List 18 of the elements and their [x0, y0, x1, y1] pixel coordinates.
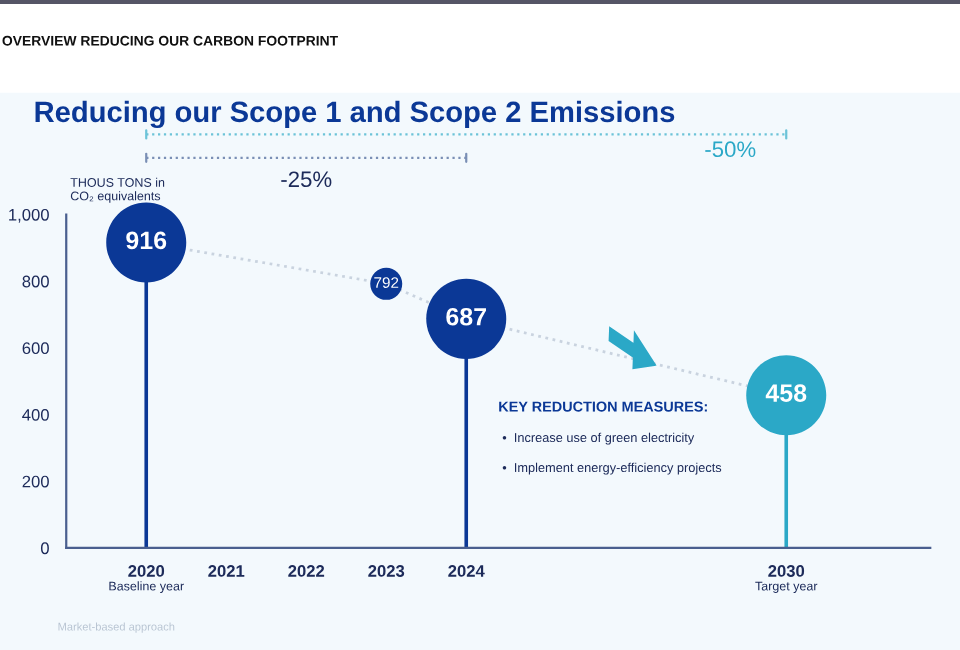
y-tick-label: 600 [22, 342, 49, 355]
x-tick-label: 2022 [288, 565, 325, 577]
y-tick-label: 0 [40, 542, 49, 555]
x-tick-label: 2023 [368, 565, 405, 577]
y-tick-label: 1,000 [9, 208, 49, 223]
x-tick-label: 2021 [208, 565, 245, 577]
y-tick-label: 400 [22, 408, 49, 421]
data-label: 916 [126, 231, 167, 250]
chart-title: Reducing our Scope 1 and Scope 2 Emissions [35, 100, 675, 129]
data-label: 458 [765, 384, 807, 402]
text: -50% [705, 141, 756, 158]
x-tick-label: 2020 [128, 565, 165, 577]
y-tick-label: 800 [22, 275, 49, 288]
data-label: 687 [446, 307, 486, 326]
x-tick-label: 2024 [448, 565, 485, 577]
y-tick-label: 200 [22, 475, 49, 488]
x-tick-label: 2030 [768, 565, 805, 577]
text: -25% [281, 171, 332, 188]
